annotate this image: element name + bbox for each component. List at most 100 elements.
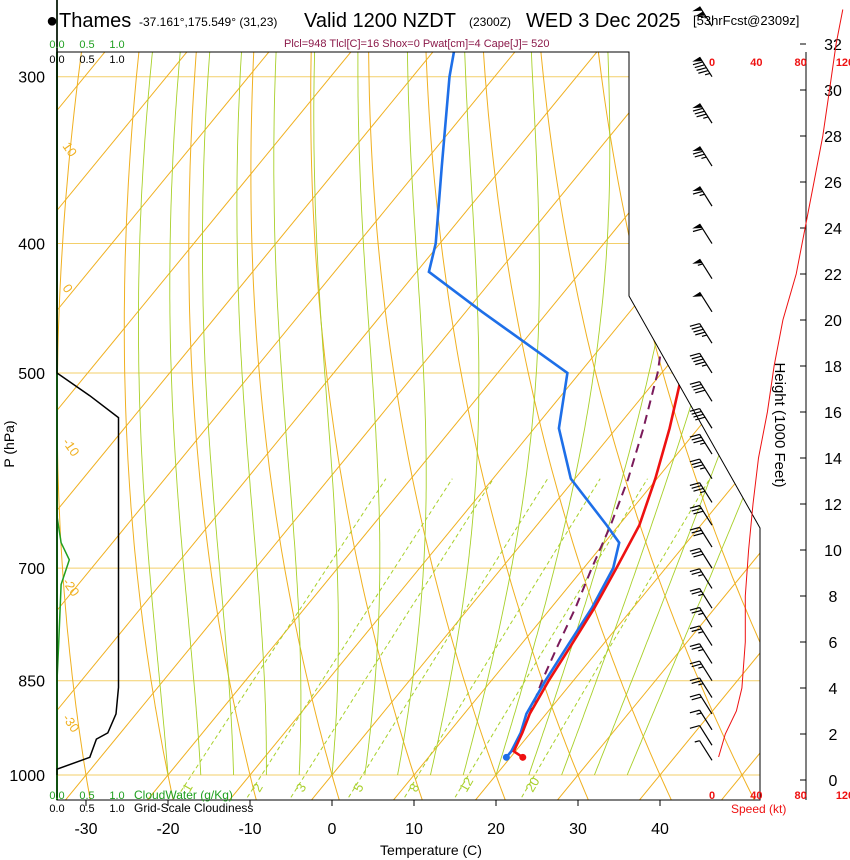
wind-barb [689,482,713,503]
dry-adiabat [368,52,507,800]
cloud-water-tick-bottom: 1.0 [109,790,124,802]
dry-adiabat [802,0,850,803]
wind-barb [689,433,713,455]
wind-barb-staff [699,186,713,207]
wind-barb-flag [698,69,709,74]
wind-barb-staff [699,56,713,78]
wind-barb-flag [693,413,704,418]
isotherm [57,52,294,800]
wind-barb-flag [691,680,702,685]
wind-barb-flag [693,487,704,492]
wind-speed-tick-top: 40 [750,57,762,69]
cloudiness-tick-bottom: 1.0 [109,803,124,815]
wind-barb-flag [689,587,700,592]
wind-barb-flag [689,322,700,327]
location-coords: -37.161°,175.549° (31,23) [139,15,278,29]
wind-barb-half-flag [699,193,705,197]
wind-barb-staff [699,660,713,682]
wind-barb-pennant [692,186,703,192]
wind-speed-tick-bottom: 0 [709,790,715,802]
wind-barb [692,146,713,167]
wind-barb-half-flag [696,712,702,715]
wind-barb-half-flag [701,364,707,367]
wind-speed-axis-label: Speed (kt) [731,802,786,816]
dry-adiabat-label: -10 [60,435,83,459]
moist-adiabat [462,52,540,776]
wind-barb [689,568,713,589]
wind-barb-staff [699,607,713,628]
temperature-tick-label: -10 [238,821,261,838]
wind-barb-flag [693,439,704,444]
wind-barb-staff [699,693,713,715]
wind-barb-flag [689,660,700,665]
isotherm [57,52,622,800]
mixing-ratio-line [517,478,711,800]
wind-barb-flag [693,510,704,515]
wind-barb-flag [693,386,704,391]
wind-barb-flag [695,331,706,336]
temperature-tick-label: 30 [569,821,587,838]
wind-barb-flag [693,358,704,363]
wind-barb-half-flag [701,334,707,337]
parcel-trace [516,76,677,745]
wind-barb-flag [693,553,704,558]
wind-barb-flag [689,625,700,630]
wind-barb [689,606,713,628]
height-tick-label: 6 [829,635,838,652]
wind-barb-staff [699,527,713,548]
moist-adiabat [138,52,170,776]
wind-barb-staff [699,548,713,569]
wind-barb-flag [691,461,702,466]
temperature-tick-label: 0 [328,821,337,838]
isotherm [472,52,760,800]
wind-barb-pennant [692,223,703,229]
cloud-water-tick-bottom: 0.5 [79,790,94,802]
pressure-tick-label: 300 [18,70,45,87]
wind-barb-flag [689,408,700,412]
wind-barb-flag [691,609,702,614]
wind-barb-pennant [692,6,703,12]
wind-barb-flag [689,482,700,487]
sounding-profiles [427,52,693,761]
wind-speed-tick-bottom: 120 [836,790,850,802]
valid-time: Valid 1200 NZDT [304,10,456,32]
moist-adiabat [528,52,694,776]
wind-barb-flag [694,110,705,115]
wind-barb-pennant [692,259,703,264]
wind-barb-flag [695,361,706,366]
moist-adiabat [202,52,235,776]
isotherm [57,52,704,800]
mixing-ratio-line [400,478,601,800]
mixing-ratio-label: 8 [406,781,423,795]
wind-barb [689,693,713,715]
wind-barb-flag [693,464,704,469]
wind-barb-staff [699,482,713,503]
pressure-tick-label: 700 [18,561,45,578]
wind-barb-flag [691,485,702,489]
cloudiness-tick-bottom: 0.0 [49,803,64,815]
wind-barbs [689,6,713,761]
height-tick-label: 14 [824,451,842,468]
mixing-ratio-line [344,478,549,800]
wind-barb-staff [699,458,713,480]
wind-barb [689,677,713,698]
mixing-ratio-line [243,478,453,800]
dry-adiabat [478,52,674,800]
wind-barb-pennant [695,11,706,17]
wind-barb-half-flag [700,442,706,445]
parcel-parameters: Plcl=948 Tlcl[C]=16 Shox=0 Pwat[cm]=4 Ca… [284,38,550,50]
height-tick-label: 2 [829,727,838,744]
wind-barb-pennant [692,292,703,297]
wind-barb-flag [691,410,702,415]
cloudiness-tick-top: 1.0 [109,54,124,66]
temperature-axis-label: Temperature (C) [380,842,482,858]
wind-barb-flag [692,107,703,112]
height-tick-label: 20 [824,313,842,330]
height-tick-label: 12 [824,497,842,514]
isotherm [554,52,760,800]
wind-barb-staff [699,352,713,374]
wind-barb-flag [691,571,702,575]
wind-barb-flag [689,709,700,714]
mixing-ratio-label: 3 [293,781,310,795]
moist-adiabat [313,52,339,776]
